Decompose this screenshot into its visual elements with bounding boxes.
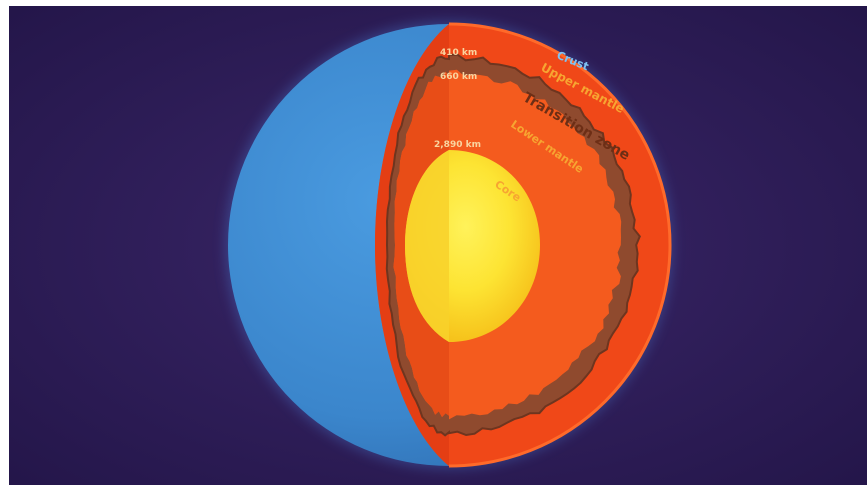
label-410km: 410 km: [440, 48, 477, 58]
cutaway: [375, 24, 670, 466]
label-2890km: 2,890 km: [434, 140, 481, 150]
label-660km: 660 km: [440, 72, 477, 82]
crust-edge: [448, 22, 672, 468]
core-face-left: [405, 150, 449, 342]
